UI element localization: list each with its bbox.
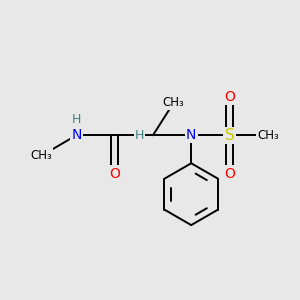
Text: O: O (224, 167, 235, 181)
Text: O: O (109, 167, 120, 181)
Text: CH₃: CH₃ (257, 129, 279, 142)
Text: O: O (224, 90, 235, 104)
Text: N: N (186, 128, 196, 142)
Text: S: S (225, 128, 234, 143)
Text: H: H (135, 129, 144, 142)
Text: CH₃: CH₃ (30, 149, 52, 162)
Text: N: N (71, 128, 82, 142)
Text: H: H (72, 112, 81, 126)
Text: CH₃: CH₃ (163, 96, 184, 110)
